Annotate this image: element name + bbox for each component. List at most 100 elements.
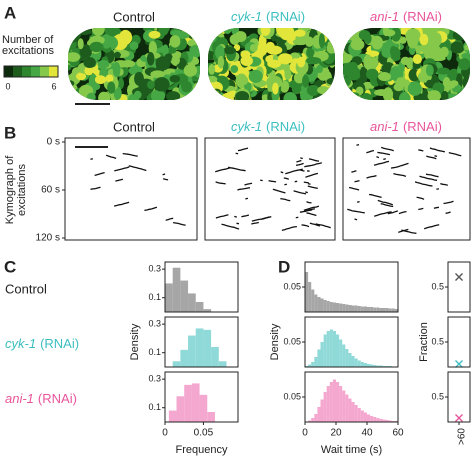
histogram-bar <box>363 306 367 312</box>
histogram-bar <box>317 349 321 367</box>
heatmap-cell <box>293 29 306 37</box>
heatmap-cell <box>378 72 391 82</box>
histogram-bar <box>370 416 374 422</box>
heatmap-cell <box>212 28 221 36</box>
kymograph-trace <box>300 157 303 160</box>
heatmap-cell <box>68 33 74 41</box>
heatmap-cell <box>156 63 166 73</box>
histogram-bar <box>311 289 315 312</box>
colorbar-tick: 0 <box>5 81 10 91</box>
kymograph-frame <box>342 137 471 241</box>
kymograph-trace <box>426 155 437 160</box>
histogram-bar <box>195 328 204 367</box>
heatmap-cell <box>153 77 170 92</box>
heatmap-cell <box>97 59 110 69</box>
heatmap-cell <box>325 28 335 34</box>
histogram-bar <box>314 357 318 367</box>
heatmap-cell <box>107 54 115 61</box>
y-tick-label: 0.5 <box>431 391 444 401</box>
heatmap-cell <box>267 59 282 69</box>
kymograph-trace <box>348 186 360 191</box>
rnai-suffix: (RNAi) <box>40 336 79 351</box>
kymograph-trace <box>440 182 448 186</box>
kymograph-trace <box>377 151 391 156</box>
kymograph-trace <box>369 193 382 199</box>
y-tick-label: 0.1 <box>148 402 161 412</box>
histogram-bar <box>323 334 327 367</box>
histogram-bar <box>184 384 192 422</box>
heatmap-cell <box>355 86 364 96</box>
heatmap-cell <box>184 28 197 33</box>
histogram-bar <box>317 407 321 422</box>
y-tick-label: 0.5 <box>431 336 444 346</box>
plot-frame <box>164 261 239 313</box>
histogram-bar <box>339 303 343 312</box>
kymograph-trace <box>416 196 425 200</box>
heatmap-cell <box>210 91 226 100</box>
kymograph-trace <box>366 149 375 154</box>
kymograph-trace <box>309 222 321 227</box>
histogram-bar <box>354 305 358 312</box>
heatmap-cell <box>183 64 198 77</box>
histogram-bar <box>351 402 355 422</box>
histogram-bar <box>394 309 398 312</box>
colorbar-label: Number of <box>2 34 54 46</box>
colorbar-cell <box>31 66 40 77</box>
heatmap-cell <box>359 66 368 80</box>
heatmap-cell <box>113 51 121 59</box>
heatmap-cell <box>419 33 429 46</box>
histogram-bar <box>176 396 185 422</box>
heatmap-cell <box>460 90 470 100</box>
kymograph-trace <box>237 147 249 152</box>
heatmap-cell <box>235 31 247 43</box>
kymograph-trace <box>354 218 358 221</box>
heatmap-cell <box>147 80 155 90</box>
kymograph-trace <box>144 206 158 212</box>
heatmap-cell <box>84 66 94 76</box>
heatmap-cell <box>208 63 216 75</box>
kymograph-trace <box>304 162 322 168</box>
colorbar-cell <box>49 66 58 77</box>
kymograph-trace <box>115 178 124 182</box>
heatmap-cell <box>68 88 75 100</box>
heatmap-cell <box>76 72 87 81</box>
histogram-bar <box>172 361 181 367</box>
heatmap-cell <box>208 34 217 43</box>
histogram-bar <box>165 283 173 312</box>
heatmap-cell <box>382 28 390 37</box>
histogram-bar <box>308 364 312 367</box>
histogram-bar <box>326 331 330 367</box>
histogram-bar <box>314 294 318 312</box>
histogram-bar <box>339 386 343 422</box>
histogram-bar <box>382 419 386 422</box>
heatmap-cell <box>150 70 165 78</box>
histogram-bar <box>326 301 330 312</box>
rnai-suffix: (RNAi) <box>266 119 305 134</box>
histogram-bar <box>382 308 386 312</box>
kymograph-trace <box>381 146 394 152</box>
heatmap-cell <box>231 28 240 36</box>
y-tick-label: 0.3 <box>148 264 161 274</box>
histogram-bar <box>345 349 349 367</box>
marker <box>455 414 463 422</box>
histogram-bar <box>339 339 343 367</box>
heatmap-cell <box>359 93 373 100</box>
heatmap-cell <box>75 28 84 33</box>
histogram-bar <box>354 358 358 367</box>
histogram-bar <box>351 305 355 312</box>
heatmap-cell <box>68 80 75 87</box>
histogram-bar <box>329 329 333 367</box>
colorbar-frame <box>3 65 59 78</box>
histogram-bar <box>345 394 349 422</box>
histogram-bar <box>191 383 200 422</box>
y-axis-label: Kymograph of <box>4 155 16 224</box>
kymograph-trace <box>296 159 302 163</box>
heatmap-cell <box>306 47 315 59</box>
heatmap-cell <box>347 61 358 72</box>
histogram-bar <box>351 356 355 367</box>
heatmap-cell <box>317 86 330 95</box>
gene-name: ani-1 <box>5 391 34 406</box>
histogram-bar <box>320 298 324 312</box>
x-tick-label: 0 <box>302 428 308 439</box>
heatmap-cell <box>120 60 136 68</box>
